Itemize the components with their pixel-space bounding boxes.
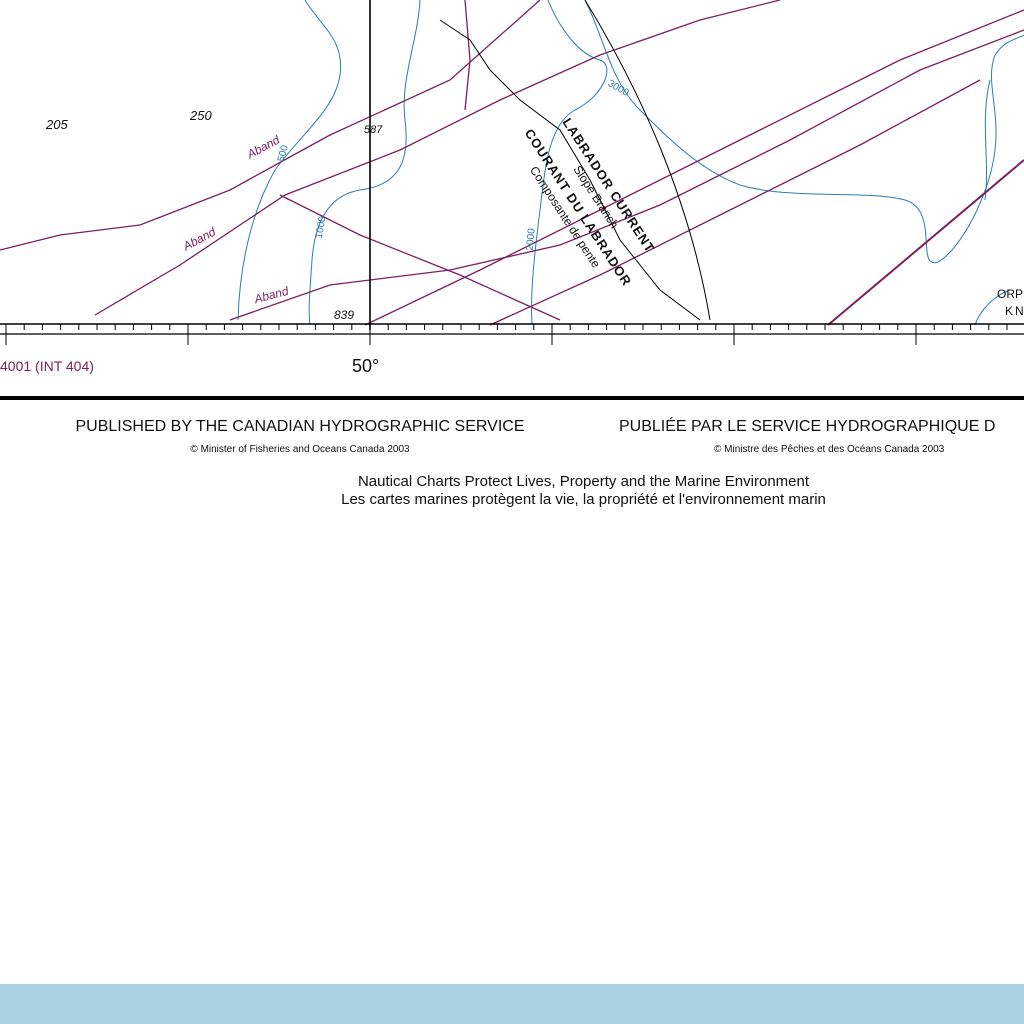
contour-2000 [531, 0, 608, 326]
copyright-en: © Minister of Fisheries and Oceans Canad… [190, 444, 410, 455]
cable-se [827, 159, 1024, 326]
feature-label: KN [1005, 304, 1024, 318]
cable-line [229, 29, 1024, 321]
chart-number: 4001 (INT 404) [0, 358, 94, 374]
cable-line [279, 194, 561, 321]
cable-line [364, 9, 1024, 326]
cable-line [0, 0, 541, 251]
cable-line [464, 0, 471, 111]
longitude-label: 50° [352, 356, 380, 376]
contour-3000 [584, 0, 1024, 264]
copyright-fr: © Ministre des Pêches et des Océans Cana… [714, 444, 945, 455]
sounding: 205 [46, 117, 68, 132]
submarine-cables [0, 0, 1024, 326]
cable-line [489, 79, 981, 326]
depth-contours [237, 0, 1024, 326]
motto-fr: Les cartes marines protègent la vie, la … [341, 491, 826, 508]
contour-label: 2000 [524, 227, 538, 252]
contour-500 [237, 0, 342, 321]
sounding: 839 [334, 308, 355, 322]
neatline-scale [0, 323, 1024, 400]
limit-line [439, 19, 701, 321]
current-arc [584, 0, 711, 321]
motto-en: Nautical Charts Protect Lives, Property … [357, 473, 810, 490]
sounding: 250 [190, 108, 212, 123]
sounding: 587 [364, 124, 383, 136]
cable-line [94, 0, 781, 316]
published-fr: PUBLIÉE PAR LE SERVICE HYDROGRAPHIQUE D [619, 418, 996, 435]
contour-se [974, 289, 1011, 326]
bottom-strip [0, 984, 1024, 1024]
contour-partial-east [984, 79, 991, 201]
published-en: PUBLISHED BY THE CANADIAN HYDROGRAPHIC S… [75, 418, 525, 435]
feature-label: ORP [997, 287, 1024, 301]
